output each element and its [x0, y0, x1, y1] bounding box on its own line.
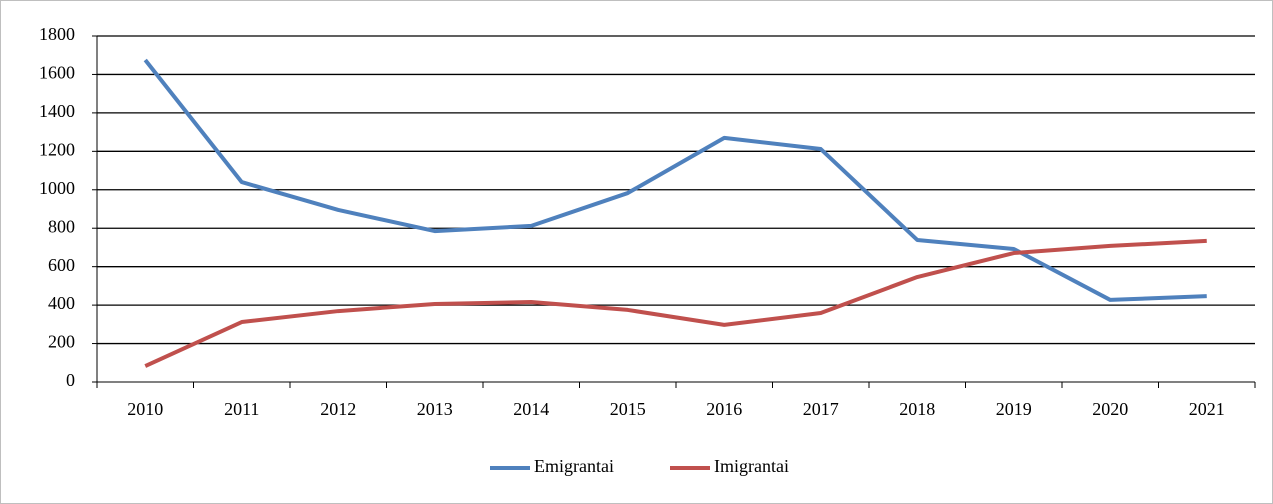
x-tick-label: 2010 — [127, 399, 163, 419]
y-tick-label: 400 — [48, 293, 75, 313]
x-tick-label: 2018 — [899, 399, 935, 419]
y-tick-label: 1600 — [39, 63, 75, 83]
x-tick-label: 2013 — [417, 399, 453, 419]
y-tick-label: 1000 — [39, 178, 75, 198]
data-line — [144, 238, 1207, 368]
x-tick-label: 2015 — [610, 399, 646, 419]
y-tick-label: 1800 — [39, 24, 75, 44]
legend-label: Emigrantai — [534, 456, 614, 476]
y-tick-label: 800 — [48, 216, 75, 236]
x-tick-label: 2019 — [996, 399, 1032, 419]
y-tick-label: 600 — [48, 255, 75, 275]
x-tick-label: 2012 — [320, 399, 356, 419]
legend-label: Imigrantai — [714, 456, 789, 476]
x-tick-label: 2011 — [224, 399, 259, 419]
x-tick-label: 2017 — [803, 399, 839, 419]
x-tick-label: 2020 — [1092, 399, 1128, 419]
y-tick-label: 1400 — [39, 101, 75, 121]
x-tick-label: 2014 — [513, 399, 549, 419]
x-tick-label: 2016 — [706, 399, 742, 419]
x-tick-label: 2021 — [1189, 399, 1225, 419]
data-line — [143, 58, 1207, 302]
y-tick-label: 0 — [66, 370, 75, 390]
y-tick-label: 200 — [48, 332, 75, 352]
y-tick-label: 1200 — [39, 139, 75, 159]
